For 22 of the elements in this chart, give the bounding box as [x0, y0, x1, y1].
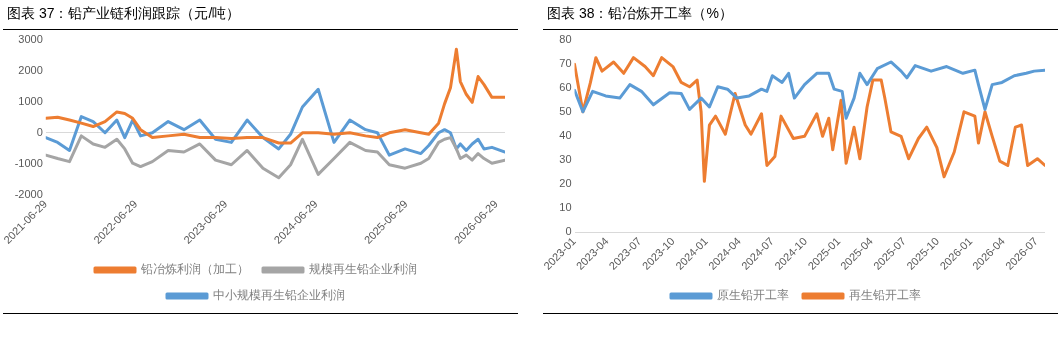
y-tick-label: 70	[559, 56, 572, 69]
y-tick-label: 60	[559, 80, 572, 93]
legend-label: 原生铅开工率	[717, 288, 789, 303]
y-tick-label: 40	[559, 128, 572, 141]
chart-title: 图表 37：铅产业链利润跟踪（元/吨）	[3, 0, 518, 30]
y-tick-label: 2000	[18, 63, 43, 76]
y-tick-label: -2000	[14, 187, 43, 200]
y-tick-label: 50	[559, 104, 572, 117]
y-tick-label: -1000	[14, 156, 43, 169]
legend-label: 再生铅开工率	[849, 288, 921, 303]
y-tick-label: 30	[559, 152, 572, 165]
legend-label: 铅冶炼利润（加工）	[140, 262, 249, 277]
y-tick-label: 1000	[18, 94, 43, 107]
legend-label: 中小规模再生铅企业利润	[213, 288, 345, 303]
y-tick-label: 0	[565, 225, 572, 238]
y-tick-label: 10	[559, 201, 572, 214]
chart-title: 图表 38：铅冶炼开工率（%）	[543, 0, 1058, 30]
legend-label: 规模再生铅企业利润	[309, 262, 417, 277]
y-tick-label: 0	[36, 125, 43, 138]
y-tick-label: 3000	[18, 32, 43, 45]
y-tick-label: 80	[559, 32, 572, 45]
y-tick-label: 20	[559, 177, 572, 190]
